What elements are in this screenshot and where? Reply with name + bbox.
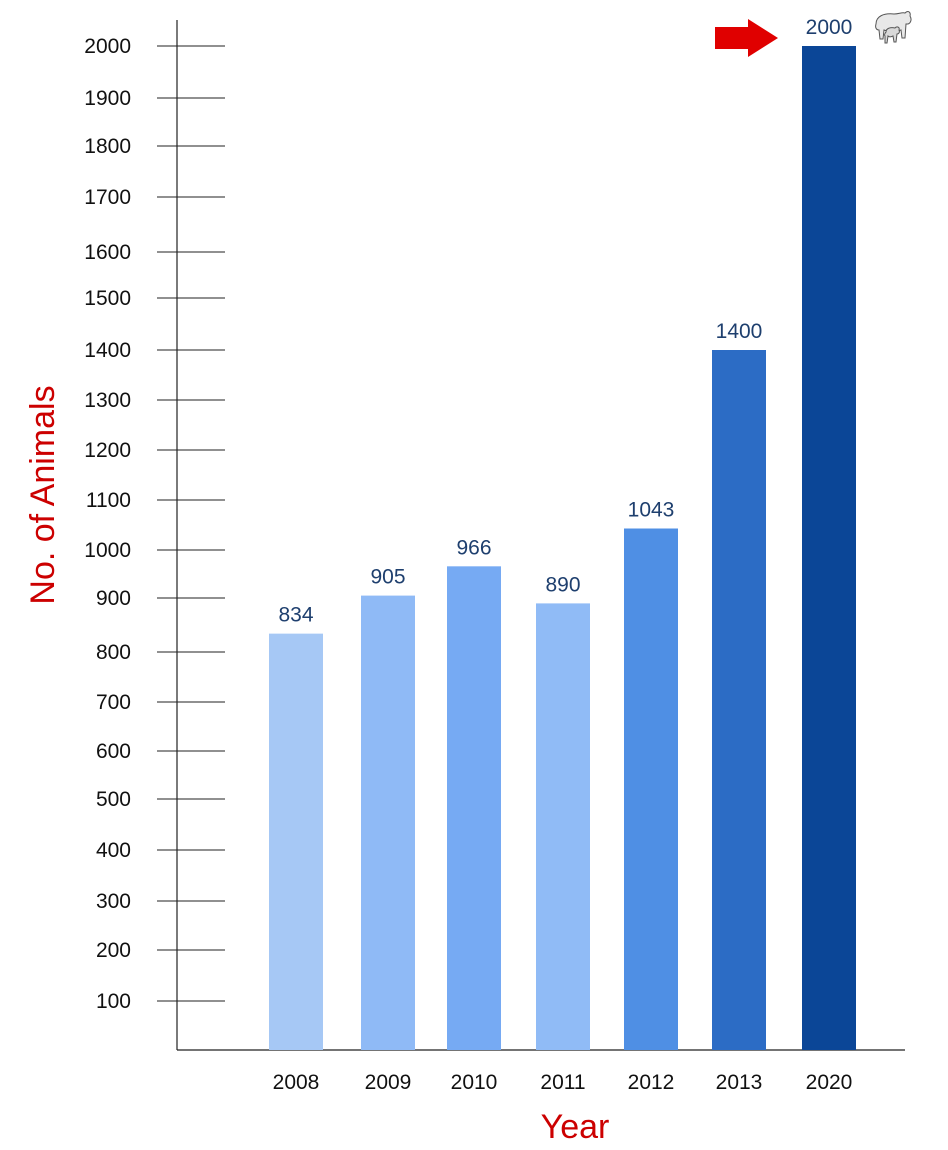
y-tick-label: 1300 [84, 389, 131, 412]
y-tick-label: 900 [96, 587, 131, 610]
y-tick-label: 300 [96, 890, 131, 913]
y-tick-label: 200 [96, 939, 131, 962]
y-tick-label: 800 [96, 641, 131, 664]
bar-2020 [802, 46, 856, 1050]
y-axis-ticks: 100 200 300 400 500 600 700 800 900 1000 1100 1200 1… [84, 35, 225, 1013]
data-label-2020: 2000 [806, 16, 853, 39]
y-tick-label: 1700 [84, 186, 131, 209]
y-tick-label: 500 [96, 788, 131, 811]
y-tick-label: 1900 [84, 87, 131, 110]
bar-2008 [269, 633, 323, 1050]
y-tick-label: 700 [96, 691, 131, 714]
x-tick-label: 2011 [540, 1071, 585, 1094]
x-axis-ticks: 2008 2009 2010 2011 2012 2013 2020 [273, 1071, 853, 1094]
bar-2012 [624, 528, 678, 1050]
data-label-2010: 966 [456, 536, 491, 559]
y-tick-label: 600 [96, 740, 131, 763]
y-tick-label: 2000 [84, 35, 131, 58]
cow-and-calf-icon [875, 11, 912, 44]
y-tick-label: 1600 [84, 241, 131, 264]
bar-2011 [536, 603, 590, 1050]
x-tick-label: 2008 [273, 1071, 320, 1094]
data-label-2012: 1043 [628, 499, 675, 522]
y-tick-label: 1100 [86, 489, 131, 512]
bar-series [269, 46, 856, 1050]
x-tick-label: 2020 [806, 1071, 853, 1094]
data-label-2008: 834 [278, 604, 313, 627]
bar-2013 [712, 350, 766, 1050]
y-tick-label: 1500 [84, 287, 131, 310]
x-tick-label: 2009 [365, 1071, 412, 1094]
x-tick-label: 2012 [628, 1071, 675, 1094]
data-labels: 834 905 966 890 1043 1400 2000 [278, 16, 852, 627]
data-label-2013: 1400 [716, 320, 763, 343]
data-label-2011: 890 [545, 573, 580, 596]
bar-2009 [361, 595, 415, 1050]
x-tick-label: 2013 [716, 1071, 763, 1094]
y-tick-label: 1000 [84, 539, 131, 562]
bar-2010 [447, 566, 501, 1050]
x-axis-title: Year [541, 1108, 610, 1146]
y-tick-label: 1200 [84, 439, 131, 462]
data-label-2009: 905 [370, 566, 405, 589]
y-tick-label: 1800 [84, 135, 131, 158]
y-tick-label: 1400 [84, 339, 131, 362]
y-axis-title: No. of Animals [24, 385, 62, 604]
y-tick-label: 400 [96, 839, 131, 862]
red-arrow-icon [715, 19, 778, 57]
x-tick-label: 2010 [451, 1071, 498, 1094]
y-tick-label: 100 [96, 990, 131, 1013]
